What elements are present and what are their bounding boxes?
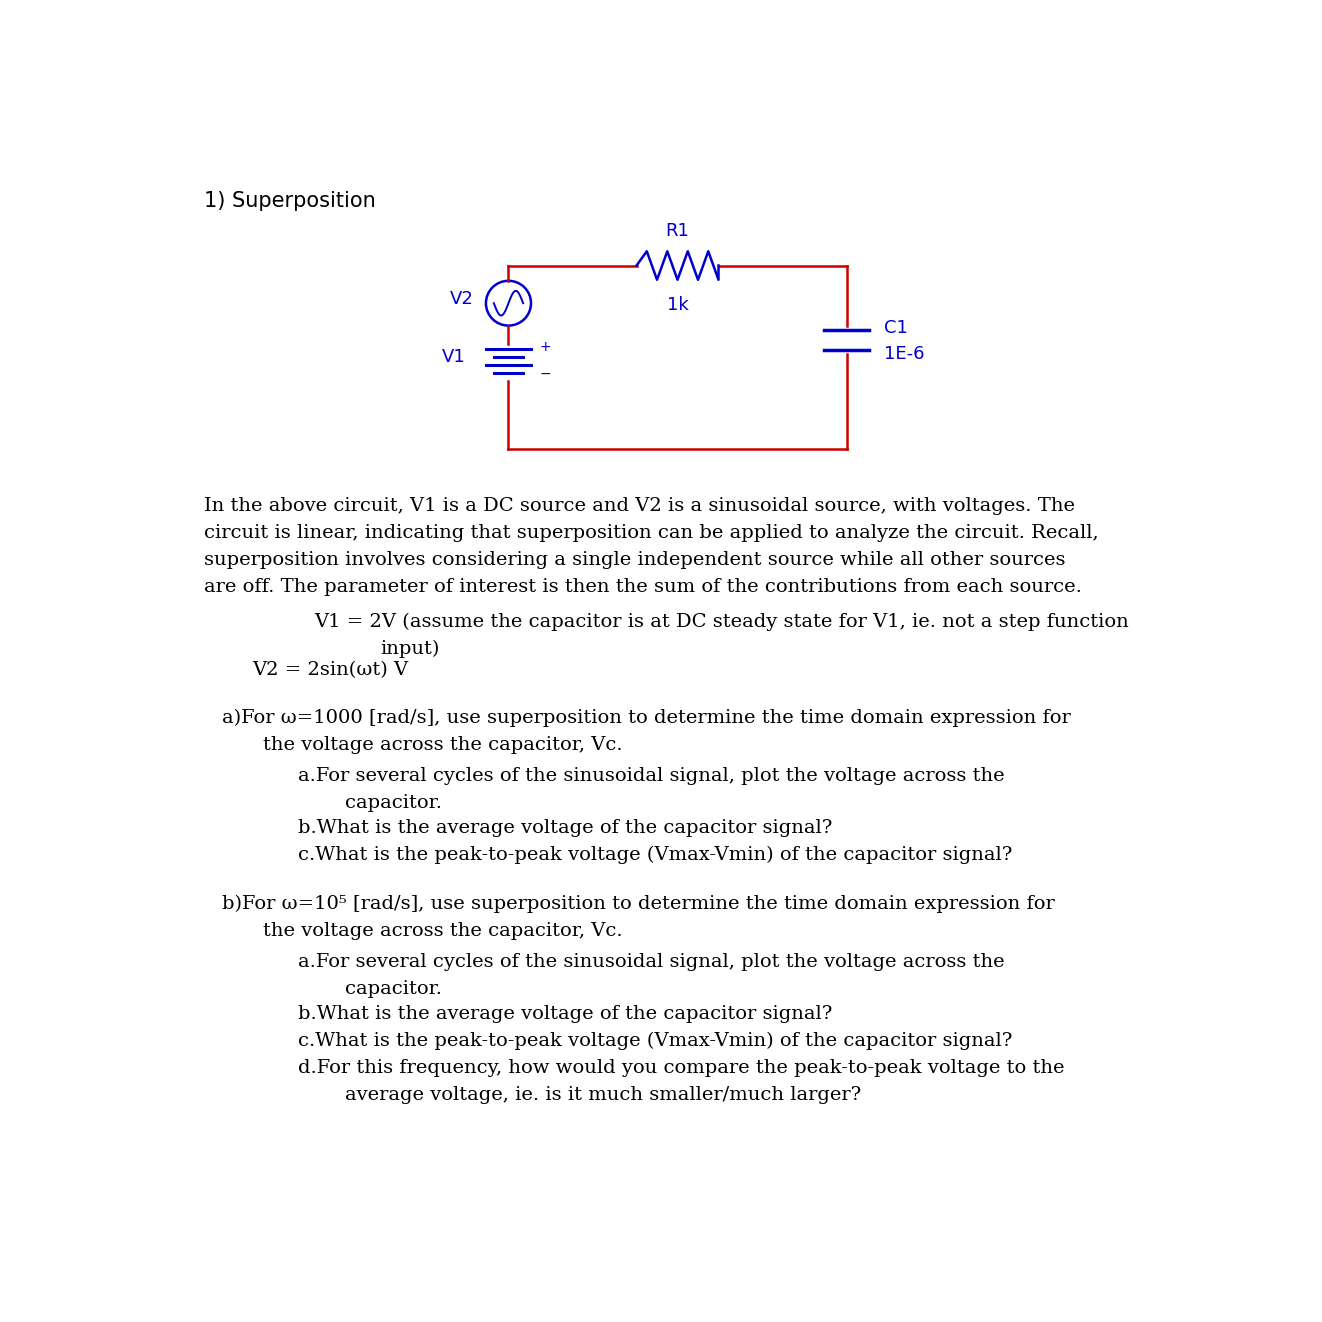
- Text: −: −: [539, 366, 551, 381]
- Text: 1E-6: 1E-6: [884, 345, 925, 364]
- Text: c.What is the peak-to-peak voltage (Vmax-Vmin) of the capacitor signal?: c.What is the peak-to-peak voltage (Vmax…: [299, 1032, 1013, 1050]
- Text: d.For this frequency, how would you compare the peak-to-peak voltage to the: d.For this frequency, how would you comp…: [299, 1059, 1066, 1077]
- Text: 1k: 1k: [666, 296, 689, 315]
- Text: are off. The parameter of interest is then the sum of the contributions from eac: are off. The parameter of interest is th…: [204, 578, 1083, 595]
- Text: In the above circuit, V1 is a DC source and V2 is a sinusoidal source, with volt: In the above circuit, V1 is a DC source …: [204, 497, 1075, 514]
- Text: V1: V1: [442, 348, 465, 366]
- Text: a.For several cycles of the sinusoidal signal, plot the voltage across the: a.For several cycles of the sinusoidal s…: [299, 767, 1005, 785]
- Text: b.What is the average voltage of the capacitor signal?: b.What is the average voltage of the cap…: [299, 818, 833, 837]
- Text: capacitor.: capacitor.: [345, 980, 442, 998]
- Text: V2 = 2sin(ωt) V: V2 = 2sin(ωt) V: [253, 661, 408, 680]
- Text: the voltage across the capacitor, Vc.: the voltage across the capacitor, Vc.: [263, 923, 623, 940]
- Text: the voltage across the capacitor, Vc.: the voltage across the capacitor, Vc.: [263, 736, 623, 754]
- Text: C1: C1: [884, 319, 908, 337]
- Text: V2: V2: [449, 290, 473, 308]
- Text: average voltage, ie. is it much smaller/much larger?: average voltage, ie. is it much smaller/…: [345, 1085, 861, 1104]
- Text: b.What is the average voltage of the capacitor signal?: b.What is the average voltage of the cap…: [299, 1005, 833, 1023]
- Text: a)For ω=1000 [rad/s], use superposition to determine the time domain expression : a)For ω=1000 [rad/s], use superposition …: [222, 709, 1071, 727]
- Text: a.For several cycles of the sinusoidal signal, plot the voltage across the: a.For several cycles of the sinusoidal s…: [299, 953, 1005, 972]
- Text: +: +: [539, 340, 551, 354]
- Text: b)For ω=10⁵ [rad/s], use superposition to determine the time domain expression f: b)For ω=10⁵ [rad/s], use superposition t…: [222, 895, 1055, 914]
- Text: V1 = 2V (assume the capacitor is at DC steady state for V1, ie. not a step funct: V1 = 2V (assume the capacitor is at DC s…: [313, 612, 1129, 631]
- Text: 1) Superposition: 1) Superposition: [204, 192, 375, 212]
- Text: input): input): [381, 640, 440, 658]
- Text: R1: R1: [665, 222, 690, 241]
- Text: capacitor.: capacitor.: [345, 793, 442, 812]
- Text: circuit is linear, indicating that superposition can be applied to analyze the c: circuit is linear, indicating that super…: [204, 524, 1099, 542]
- Text: superposition involves considering a single independent source while all other s: superposition involves considering a sin…: [204, 550, 1066, 568]
- Text: c.What is the peak-to-peak voltage (Vmax-Vmin) of the capacitor signal?: c.What is the peak-to-peak voltage (Vmax…: [299, 846, 1013, 865]
